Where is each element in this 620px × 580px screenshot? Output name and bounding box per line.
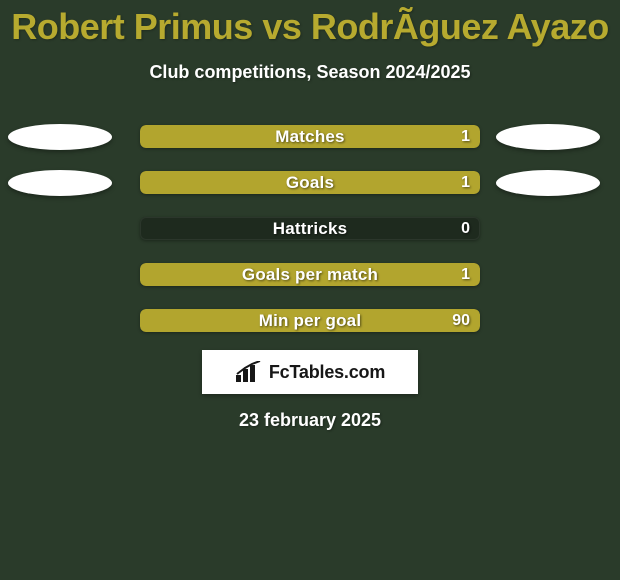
stat-label: Hattricks — [140, 217, 480, 240]
stat-row: Goals1 — [0, 171, 620, 194]
logo-text: FcTables.com — [269, 362, 385, 383]
stat-bar: Goals per match1 — [140, 263, 480, 286]
fctables-bars-icon — [235, 361, 263, 383]
date-text: 23 february 2025 — [239, 410, 381, 431]
stat-value: 90 — [452, 309, 470, 332]
stat-row: Matches1 — [0, 125, 620, 148]
left-ellipse — [8, 124, 112, 150]
stat-value: 1 — [461, 125, 470, 148]
logo-box: FcTables.com — [202, 350, 418, 394]
page-title: Robert Primus vs RodrÃ­guez Ayazo — [11, 6, 608, 48]
left-ellipse — [8, 170, 112, 196]
right-ellipse — [496, 170, 600, 196]
stat-bar: Matches1 — [140, 125, 480, 148]
stat-label: Min per goal — [140, 309, 480, 332]
stat-bar: Hattricks0 — [140, 217, 480, 240]
stat-row: Goals per match1 — [0, 263, 620, 286]
subtitle: Club competitions, Season 2024/2025 — [149, 62, 470, 83]
stat-label: Goals per match — [140, 263, 480, 286]
stat-value: 0 — [461, 217, 470, 240]
stat-row: Hattricks0 — [0, 217, 620, 240]
right-ellipse — [496, 124, 600, 150]
stat-value: 1 — [461, 171, 470, 194]
stat-value: 1 — [461, 263, 470, 286]
stat-bar: Min per goal90 — [140, 309, 480, 332]
stat-rows: Matches1Goals1Hattricks0Goals per match1… — [0, 125, 620, 332]
stat-label: Goals — [140, 171, 480, 194]
stat-label: Matches — [140, 125, 480, 148]
content-root: Robert Primus vs RodrÃ­guez Ayazo Club c… — [0, 0, 620, 431]
stat-row: Min per goal90 — [0, 309, 620, 332]
stat-bar: Goals1 — [140, 171, 480, 194]
